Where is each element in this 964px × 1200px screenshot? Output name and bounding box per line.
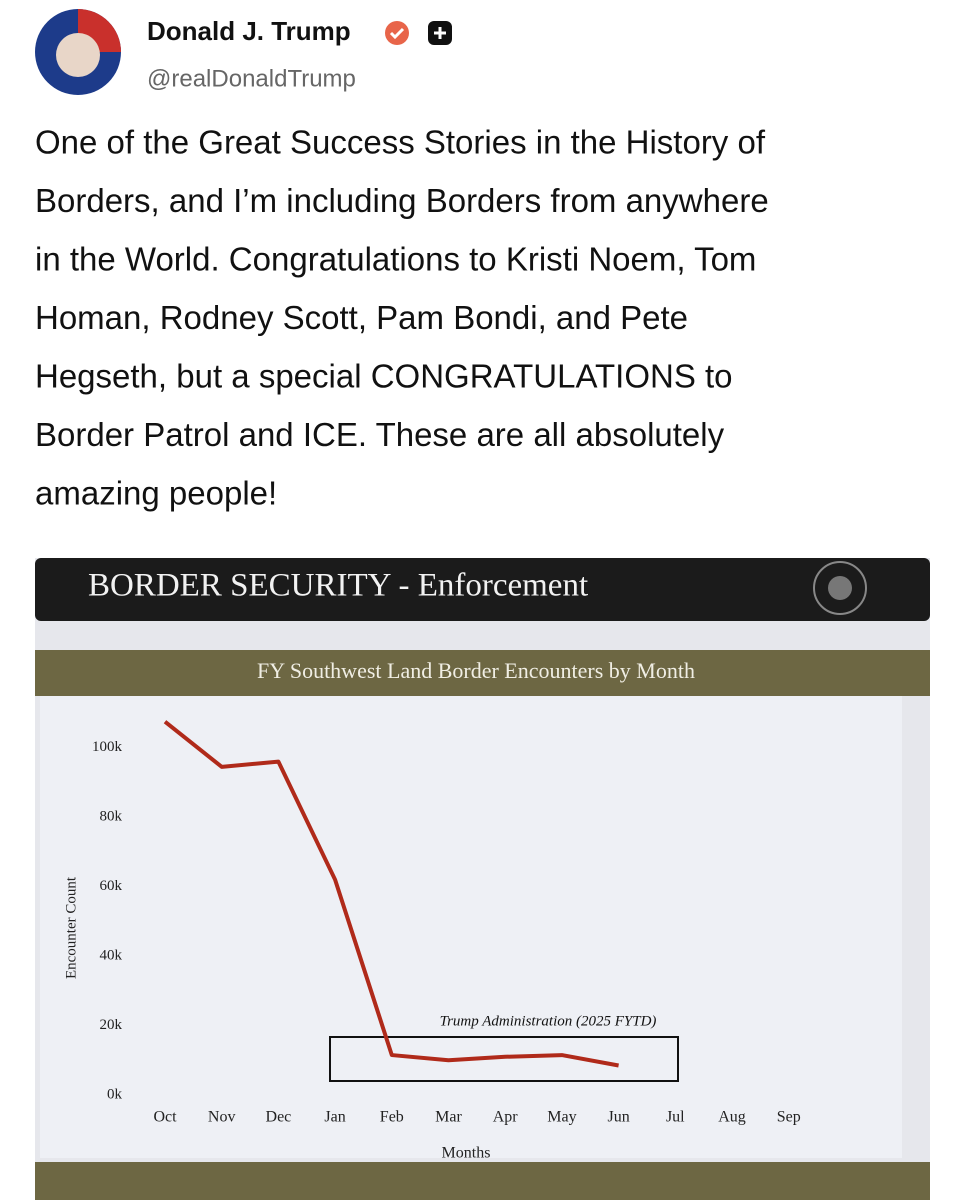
post-text: One of the Great Success Stories in the … (35, 124, 769, 512)
x-tick-label: Sep (777, 1109, 801, 1126)
y-tick-label: 40k (100, 948, 123, 964)
x-axis-label: Months (442, 1145, 491, 1162)
post-text-line: Homan, Rodney Scott, Pam Bondi, and Pete (35, 299, 688, 336)
post-text-line: Border Patrol and ICE. These are all abs… (35, 416, 725, 453)
plus-icon[interactable] (428, 21, 452, 45)
annotation-box (329, 1036, 679, 1082)
x-tick-label: May (547, 1109, 576, 1126)
bottom-band (35, 1162, 930, 1200)
chart-title-band (35, 650, 930, 696)
post-text-line: Borders, and I’m including Borders from … (35, 182, 769, 219)
x-tick-label: Aug (718, 1109, 746, 1126)
plot-area (40, 696, 902, 1158)
y-tick-label: 100k (92, 739, 123, 755)
x-tick-label: Jul (666, 1109, 685, 1126)
x-tick-label: Jan (324, 1109, 345, 1126)
annotation: Trump Administration (2025 FYTD) (440, 1013, 657, 1029)
x-tick-label: Oct (153, 1109, 177, 1126)
x-tick-label: Nov (208, 1109, 236, 1126)
chart-title: FY Southwest Land Border Encounters by M… (257, 658, 695, 683)
image-header-bar (35, 558, 930, 621)
post-text-line: amazing people! (35, 475, 277, 512)
y-axis-label: Encounter Count (63, 876, 79, 979)
x-tick-label: Dec (266, 1109, 292, 1126)
post-text-line: One of the Great Success Stories in the … (35, 124, 766, 161)
x-tick-label: Mar (435, 1109, 462, 1126)
post-text-line: Hegseth, but a special CONGRATULATIONS t… (35, 358, 733, 395)
y-tick-label: 60k (100, 878, 123, 894)
line-series (163, 720, 619, 1068)
author-handle[interactable]: @realDonaldTrump (147, 65, 356, 92)
verified-badge (385, 21, 409, 45)
image-header: BORDER SECURITY - Enforcement (88, 568, 588, 604)
seal (813, 561, 867, 615)
author-name[interactable]: Donald J. Trump (147, 16, 351, 46)
y-tick-label: 20k (100, 1017, 123, 1033)
x-tick-label: Feb (380, 1109, 404, 1126)
post-text-line: in the World. Congratulations to Kristi … (35, 241, 756, 278)
y-tick-label: 80k (100, 809, 123, 825)
x-tick-label: Jun (607, 1109, 629, 1126)
avatar[interactable] (35, 9, 121, 95)
y-tick-label: 0k (107, 1086, 123, 1102)
x-tick-label: Apr (493, 1109, 519, 1126)
